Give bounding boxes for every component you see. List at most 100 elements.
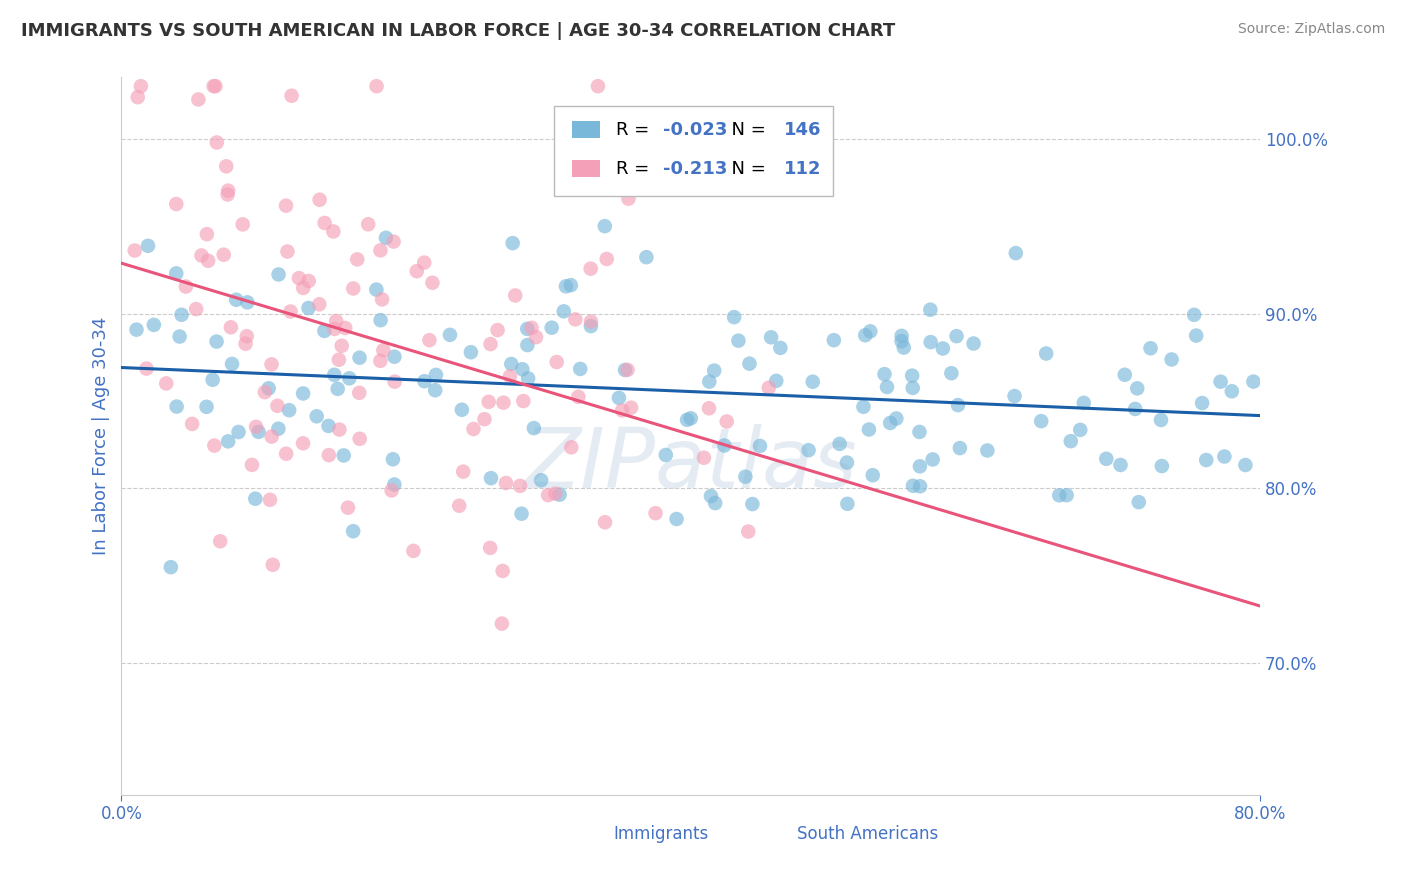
- Point: [612, 403, 634, 417]
- Point: [713, 438, 735, 452]
- Point: [402, 544, 425, 558]
- Point: [366, 79, 388, 94]
- Point: [593, 219, 616, 234]
- Text: R =: R =: [616, 160, 655, 178]
- Point: [1182, 308, 1205, 322]
- Point: [510, 507, 533, 521]
- Point: [217, 184, 239, 198]
- Point: [1073, 396, 1095, 410]
- Point: [679, 411, 702, 425]
- Point: [579, 261, 602, 276]
- Point: [890, 334, 912, 349]
- Point: [204, 79, 226, 94]
- Point: [553, 304, 575, 318]
- Point: [221, 357, 243, 371]
- Point: [336, 500, 359, 515]
- Text: -0.213: -0.213: [664, 160, 728, 178]
- Point: [700, 489, 723, 503]
- Point: [478, 394, 501, 409]
- Point: [560, 278, 582, 293]
- Point: [614, 363, 637, 377]
- Text: N =: N =: [720, 120, 772, 139]
- Point: [219, 320, 242, 334]
- Point: [257, 381, 280, 395]
- Point: [1150, 413, 1173, 427]
- Text: South Americans: South Americans: [797, 825, 938, 843]
- Point: [314, 324, 336, 338]
- Point: [292, 386, 315, 401]
- Point: [267, 268, 290, 282]
- Point: [460, 345, 482, 359]
- Point: [544, 486, 567, 500]
- Point: [479, 541, 502, 555]
- Point: [308, 193, 330, 207]
- Point: [546, 355, 568, 369]
- Point: [1234, 458, 1257, 472]
- Point: [1004, 246, 1026, 260]
- Point: [879, 416, 901, 430]
- Point: [259, 492, 281, 507]
- Point: [530, 473, 553, 487]
- Point: [266, 399, 288, 413]
- Point: [308, 297, 330, 311]
- Point: [357, 217, 380, 231]
- Point: [370, 354, 392, 368]
- Point: [276, 244, 298, 259]
- Point: [503, 288, 526, 302]
- Point: [837, 497, 859, 511]
- Point: [165, 197, 187, 211]
- Point: [932, 342, 955, 356]
- Point: [325, 314, 347, 328]
- Point: [828, 437, 851, 451]
- Point: [586, 79, 609, 94]
- Point: [593, 515, 616, 529]
- Point: [1209, 375, 1232, 389]
- Point: [723, 310, 745, 325]
- Point: [349, 351, 371, 365]
- Point: [413, 374, 436, 388]
- Point: [260, 429, 283, 443]
- Point: [370, 244, 392, 258]
- Point: [236, 295, 259, 310]
- Point: [382, 477, 405, 491]
- Text: N =: N =: [720, 160, 772, 178]
- Point: [579, 315, 602, 329]
- Point: [262, 558, 284, 572]
- Point: [328, 352, 350, 367]
- Point: [697, 401, 720, 416]
- Point: [560, 440, 582, 454]
- Point: [318, 448, 340, 462]
- Point: [217, 187, 239, 202]
- Point: [510, 362, 533, 376]
- Point: [499, 369, 522, 384]
- Point: [125, 323, 148, 337]
- Point: [328, 423, 350, 437]
- Point: [314, 216, 336, 230]
- Point: [318, 418, 340, 433]
- FancyBboxPatch shape: [763, 825, 790, 843]
- Point: [232, 218, 254, 232]
- Point: [370, 313, 392, 327]
- Point: [479, 337, 502, 351]
- Point: [516, 338, 538, 352]
- Point: [1241, 375, 1264, 389]
- Point: [520, 320, 543, 334]
- Point: [235, 336, 257, 351]
- Point: [323, 368, 346, 382]
- Point: [738, 357, 761, 371]
- Point: [509, 479, 531, 493]
- Point: [941, 366, 963, 380]
- Point: [491, 616, 513, 631]
- Point: [901, 368, 924, 383]
- Point: [349, 432, 371, 446]
- Point: [1060, 434, 1083, 449]
- Point: [245, 491, 267, 506]
- Point: [382, 235, 405, 249]
- Point: [946, 398, 969, 412]
- Point: [765, 374, 787, 388]
- Point: [195, 400, 218, 414]
- Point: [174, 279, 197, 293]
- Point: [852, 400, 875, 414]
- Point: [876, 380, 898, 394]
- Point: [890, 329, 912, 343]
